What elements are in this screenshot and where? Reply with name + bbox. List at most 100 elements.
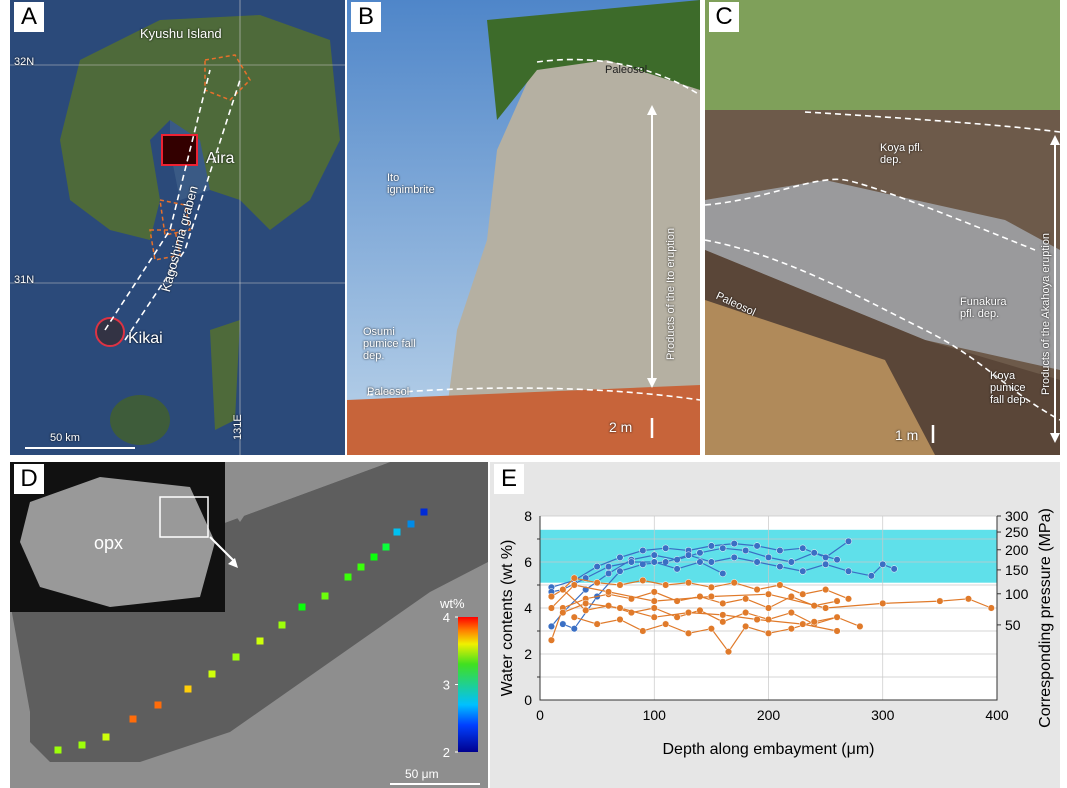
data-point [605, 570, 612, 577]
data-point [640, 547, 647, 554]
data-point [754, 559, 761, 566]
data-point [685, 630, 692, 637]
data-point [674, 566, 681, 573]
panel-label: E [494, 464, 524, 494]
data-point [765, 554, 772, 561]
data-point [685, 609, 692, 616]
data-point [879, 561, 886, 568]
figure: A Kyushu Island 32N Aira Kagoshima grabe… [0, 0, 1067, 788]
data-point [651, 614, 658, 621]
mineral-label: opx [94, 534, 123, 552]
data-point [891, 566, 898, 573]
data-point [799, 591, 806, 598]
data-point [845, 596, 852, 603]
data-point [617, 582, 624, 589]
data-point [788, 559, 795, 566]
analysis-spot [358, 564, 365, 571]
panel-label: B [351, 2, 381, 32]
data-point [822, 561, 829, 568]
data-point [868, 573, 875, 580]
analysis-spot [233, 654, 240, 661]
layer-label: Paleosol [367, 386, 409, 398]
y2-tick-label: 250 [1005, 524, 1029, 540]
analysis-spot [299, 604, 306, 611]
panel-d: 432 D opx 50 μm wt% [10, 462, 488, 788]
analysis-spot [345, 574, 352, 581]
data-point [799, 545, 806, 552]
data-point [617, 616, 624, 623]
analysis-spot [408, 521, 415, 528]
x-tick-label: 100 [643, 707, 667, 723]
scale-label: 1 m [895, 428, 918, 442]
layer-label: Funakura pfl. dep. [960, 296, 1020, 320]
data-point [937, 598, 944, 605]
x-tick-label: 400 [985, 707, 1009, 723]
analysis-spot [394, 529, 401, 536]
data-point [560, 586, 567, 593]
data-point [811, 550, 818, 557]
x-tick-label: 200 [757, 707, 781, 723]
analysis-spot [371, 554, 378, 561]
data-point [720, 612, 727, 619]
data-point [651, 559, 658, 566]
volcano-label: Aira [206, 150, 234, 168]
data-point [605, 563, 612, 570]
map-label: Kyushu Island [140, 28, 222, 40]
layer-label: Paleosol [605, 64, 647, 76]
data-point [725, 648, 732, 655]
data-point [560, 621, 567, 628]
data-point [720, 545, 727, 552]
data-point [708, 593, 715, 600]
data-point [708, 543, 715, 550]
y-tick-label: 2 [524, 646, 532, 662]
layer-label: Products of the Ito eruption [665, 120, 677, 360]
data-point [628, 559, 635, 566]
x-axis-title: Depth along embayment (μm) [663, 741, 875, 758]
data-point [988, 605, 995, 612]
analysis-spot [209, 671, 216, 678]
panel-a: A Kyushu Island 32N Aira Kagoshima grabe… [10, 0, 345, 455]
data-point [777, 582, 784, 589]
data-point [799, 621, 806, 628]
y2-tick-label: 200 [1005, 542, 1029, 558]
data-point [685, 552, 692, 559]
analysis-spot [257, 638, 264, 645]
data-point [640, 577, 647, 584]
data-point [777, 547, 784, 554]
data-point [662, 621, 669, 628]
data-point [571, 582, 578, 589]
data-point [754, 586, 761, 593]
data-point [651, 598, 658, 605]
data-point [571, 625, 578, 632]
data-point [548, 593, 555, 600]
panel-label: D [14, 464, 44, 494]
data-point [720, 619, 727, 626]
volcano-label: Kikai [128, 330, 163, 348]
analysis-spot [130, 716, 137, 723]
chart: 02468010020030040050100150200250300Depth… [490, 462, 1060, 788]
data-point [742, 623, 749, 630]
data-point [788, 625, 795, 632]
layer-label: Koya pfl. dep. [880, 142, 930, 166]
data-point [571, 575, 578, 582]
analysis-spot [322, 593, 329, 600]
data-point [697, 593, 704, 600]
data-point [811, 619, 818, 626]
data-point [662, 545, 669, 552]
data-point [834, 628, 841, 635]
data-point [731, 554, 738, 561]
analysis-spot [279, 622, 286, 629]
colorbar-title: wt% [440, 598, 465, 610]
data-point [845, 568, 852, 575]
panel-label: C [709, 2, 739, 32]
y2-axis-title: Corresponding pressure (MPa) [1037, 508, 1054, 728]
data-point [720, 570, 727, 577]
y2-tick-label: 100 [1005, 586, 1029, 602]
y-tick-label: 0 [524, 692, 532, 708]
data-point [720, 600, 727, 607]
data-point [697, 550, 704, 557]
data-point [651, 605, 658, 612]
data-point [857, 623, 864, 630]
data-point [788, 609, 795, 616]
analysis-spot [55, 747, 62, 754]
